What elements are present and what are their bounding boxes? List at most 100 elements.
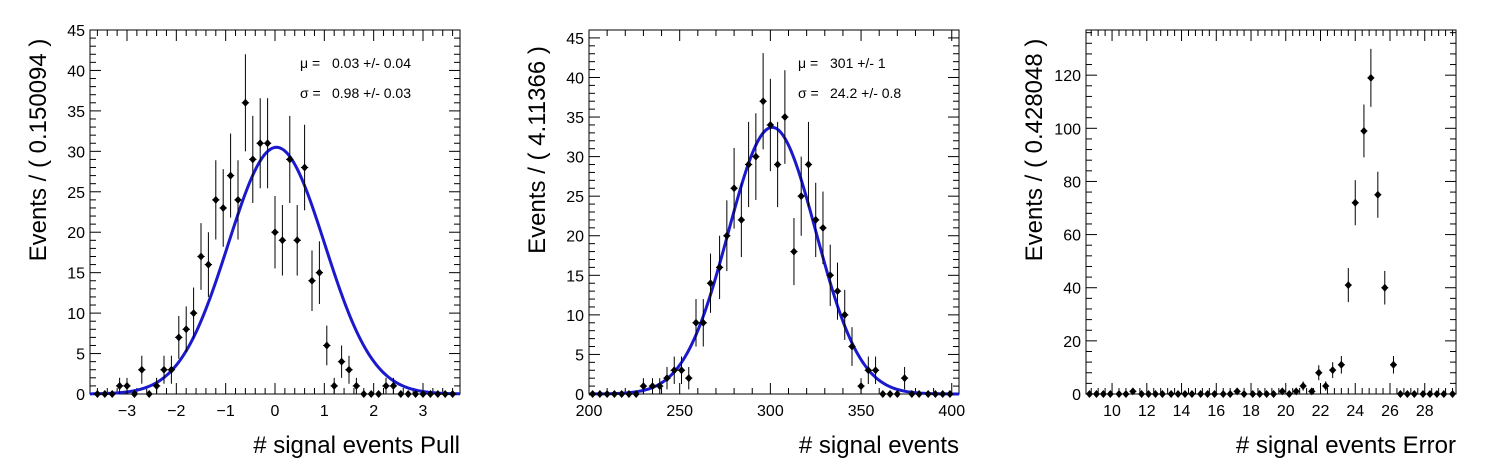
- data-point: [759, 53, 767, 150]
- data-point: [1151, 390, 1159, 398]
- data-point: [737, 182, 745, 258]
- data-point: [589, 390, 597, 398]
- data-point: [300, 124, 309, 211]
- point-marker: [1197, 390, 1205, 398]
- point-marker: [1440, 390, 1448, 398]
- data-point: [1240, 390, 1248, 398]
- y-tick-label: 30: [566, 150, 584, 167]
- point-marker: [1374, 190, 1382, 199]
- data-point: [848, 327, 856, 366]
- y-tick-label: 60: [1063, 228, 1081, 245]
- stat-label: σ =: [300, 85, 321, 101]
- point-marker: [924, 390, 932, 398]
- data-point: [337, 345, 346, 378]
- data-point: [448, 390, 457, 398]
- point-marker: [138, 365, 146, 374]
- y-tick-label: 5: [575, 347, 584, 364]
- point-marker: [345, 365, 353, 374]
- data-point: [1106, 390, 1114, 398]
- data-point: [175, 315, 183, 359]
- point-marker: [116, 381, 124, 390]
- data-point: [871, 356, 880, 384]
- point-marker: [1226, 390, 1234, 398]
- point-marker: [1315, 368, 1323, 377]
- point-marker: [1085, 390, 1093, 398]
- data-point: [1138, 390, 1146, 398]
- x-tick-label: 28: [1416, 403, 1434, 420]
- point-marker: [323, 341, 331, 350]
- data-point: [804, 121, 813, 208]
- data-point: [1285, 390, 1293, 398]
- point-marker: [901, 374, 909, 383]
- point-marker: [781, 113, 789, 122]
- data-point: [766, 78, 774, 172]
- point-marker: [1204, 390, 1212, 398]
- data-point: [618, 390, 626, 398]
- data-point: [1322, 381, 1330, 391]
- point-marker: [123, 381, 131, 390]
- point-marker: [610, 390, 618, 398]
- data-point: [323, 325, 331, 366]
- point-marker: [841, 310, 849, 319]
- point-marker: [1092, 390, 1100, 398]
- point-marker: [160, 365, 168, 374]
- data-point: [352, 377, 361, 394]
- x-tick-label: 20: [1277, 403, 1295, 420]
- point-marker: [256, 139, 264, 148]
- data-point: [931, 390, 940, 398]
- point-marker: [234, 195, 242, 204]
- data-point: [426, 390, 435, 398]
- data-point: [1278, 387, 1286, 396]
- point-marker: [241, 98, 249, 107]
- data-point: [648, 378, 657, 394]
- data-point: [1122, 390, 1130, 398]
- y-tick-label: 25: [67, 185, 85, 202]
- data-point: [1449, 390, 1457, 398]
- data-point: [706, 253, 715, 313]
- fit-curve: [89, 145, 461, 396]
- data-point: [677, 356, 686, 384]
- point-marker: [360, 390, 368, 398]
- data-point: [819, 191, 827, 265]
- data-point: [946, 390, 954, 398]
- data-point: [263, 98, 272, 189]
- data-point: [182, 306, 190, 353]
- data-point: [939, 390, 947, 398]
- point-marker: [699, 318, 707, 327]
- data-point: [1226, 390, 1234, 398]
- data-point: [1419, 390, 1427, 398]
- data-point: [857, 378, 865, 394]
- data-point: [434, 390, 442, 398]
- data-point: [189, 287, 198, 339]
- plot-frame: [1085, 29, 1457, 395]
- data-point: [382, 377, 390, 394]
- point-marker: [1233, 387, 1241, 396]
- point-marker: [826, 271, 834, 280]
- data-point: [204, 232, 213, 297]
- point-marker: [271, 228, 279, 237]
- data-point: [692, 299, 700, 347]
- point-marker: [1389, 360, 1397, 369]
- point-marker: [145, 390, 153, 398]
- data-point: [715, 235, 724, 300]
- stat-value: 0.03 +/- 0.04: [332, 55, 411, 71]
- data-point: [293, 205, 301, 276]
- data-point: [1158, 390, 1166, 398]
- point-marker: [752, 152, 760, 161]
- point-marker: [685, 374, 693, 383]
- y-tick-label: 35: [566, 110, 584, 127]
- x-tick-label: 10: [1103, 403, 1121, 420]
- data-point: [774, 121, 782, 208]
- point-marker: [1426, 390, 1434, 398]
- point-marker: [931, 390, 939, 398]
- data-point: [115, 377, 124, 394]
- y-tick-label: 45: [566, 31, 584, 48]
- data-point: [908, 390, 916, 398]
- point-marker: [1285, 390, 1293, 398]
- point-marker: [1367, 73, 1375, 82]
- data-point: [639, 378, 648, 394]
- y-tick-label: 30: [67, 144, 85, 161]
- point-marker: [1396, 390, 1404, 398]
- point-marker: [1211, 390, 1219, 398]
